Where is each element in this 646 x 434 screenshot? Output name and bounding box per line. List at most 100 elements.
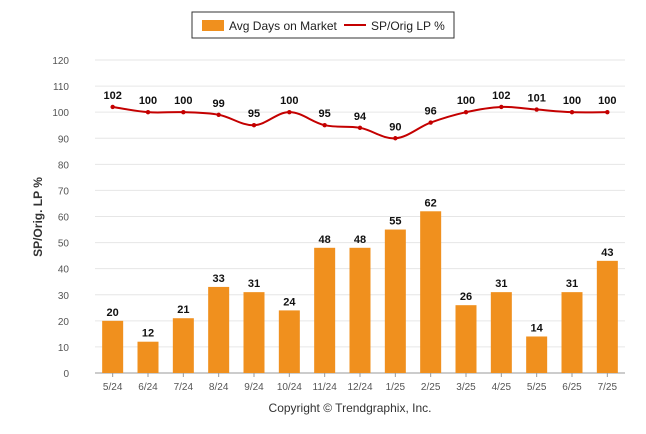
x-tick-label: 8/24 <box>209 382 229 393</box>
bar-value-label: 55 <box>389 216 401 228</box>
line-point <box>287 109 292 115</box>
x-tick-label: 10/24 <box>277 382 302 393</box>
bar-value-label: 31 <box>566 278 578 290</box>
y-tick-label: 80 <box>58 160 70 171</box>
line-point <box>357 125 363 131</box>
bar <box>172 318 194 373</box>
line-point <box>393 136 398 141</box>
bar <box>384 229 406 373</box>
copyright-text: Copyright © Trendgraphix, Inc. <box>269 401 432 415</box>
line-value-label: 95 <box>319 108 331 120</box>
x-tick-label: 11/24 <box>313 382 338 393</box>
y-axis-title: SP/Orig. LP % <box>31 177 45 257</box>
line-value-label: 94 <box>354 111 367 123</box>
bar <box>243 292 265 373</box>
bar <box>137 341 159 373</box>
bar-value-label: 12 <box>142 328 154 340</box>
bar <box>596 260 618 373</box>
line-value-label: 95 <box>248 108 260 120</box>
x-tick-label: 6/24 <box>138 382 158 393</box>
line-value-label: 100 <box>280 95 298 107</box>
x-tick-label: 1/25 <box>386 382 406 393</box>
bar-value-label: 26 <box>460 291 472 303</box>
x-tick-label: 6/25 <box>562 382 582 393</box>
bar-value-label: 33 <box>213 273 225 285</box>
line-value-label: 102 <box>103 90 121 102</box>
y-tick-label: 90 <box>58 134 70 145</box>
y-tick-label: 40 <box>58 265 70 276</box>
bar <box>561 292 583 373</box>
y-tick-label: 50 <box>58 239 70 250</box>
line-point <box>216 112 221 117</box>
legend-box <box>191 11 455 39</box>
bar-value-label: 31 <box>495 278 507 290</box>
x-tick-label: 7/25 <box>598 382 618 393</box>
line-value-label: 100 <box>563 95 581 107</box>
x-tick-label: 9/24 <box>244 382 264 393</box>
line-point <box>463 109 469 115</box>
line-point <box>605 109 610 115</box>
line-point <box>428 120 433 125</box>
bar-value-label: 48 <box>319 234 331 246</box>
y-tick-label: 10 <box>58 343 70 354</box>
bar-value-label: 43 <box>601 247 613 259</box>
line-point <box>569 109 575 115</box>
bar-value-label: 24 <box>283 296 296 308</box>
line-value-label: 96 <box>425 106 437 118</box>
bar <box>349 247 371 373</box>
y-tick-label: 0 <box>63 369 69 380</box>
legend-bar-swatch <box>202 20 224 31</box>
bar <box>526 336 548 373</box>
line-value-label: 100 <box>139 95 157 107</box>
bars <box>102 211 618 373</box>
bar <box>102 320 124 373</box>
line-point <box>322 123 327 128</box>
x-tick-label: 3/25 <box>456 382 476 393</box>
line-value-label: 102 <box>492 90 510 102</box>
line-value-label: 100 <box>457 95 475 107</box>
legend-bar-label: Avg Days on Market <box>229 19 337 33</box>
bar <box>455 305 477 373</box>
line-point <box>251 123 257 128</box>
bar <box>490 292 512 373</box>
y-tick-label: 30 <box>58 291 70 302</box>
line-point <box>499 104 504 110</box>
bar-value-label: 21 <box>177 304 189 316</box>
bar-value-label: 31 <box>248 278 260 290</box>
x-tick-label: 12/24 <box>347 382 372 393</box>
bar <box>208 286 230 373</box>
bar-value-label: 62 <box>425 197 437 209</box>
y-tick-label: 60 <box>58 213 70 224</box>
line-value-label: 99 <box>213 98 225 110</box>
legend-line-label: SP/Orig LP % <box>371 19 445 33</box>
y-axis-ticks: 0 10 20 30 40 50 60 70 80 90 100 110 120 <box>52 56 69 380</box>
bar-data-labels: 20 12 21 33 31 24 48 48 55 62 26 31 14 31 43 <box>107 197 614 339</box>
y-tick-label: 70 <box>58 186 70 197</box>
bar <box>420 211 442 373</box>
x-tick-label: 2/25 <box>421 382 441 393</box>
x-tick-label: 4/25 <box>492 382 512 393</box>
x-tick-label: 5/24 <box>103 382 123 393</box>
line-value-label: 90 <box>389 121 401 133</box>
y-tick-label: 20 <box>58 317 70 328</box>
y-tick-label: 110 <box>53 82 69 93</box>
x-axis-ticks: 5/24 6/24 7/24 8/24 9/24 10/24 11/24 12/24 1/25 2… <box>103 373 618 393</box>
line-series <box>110 104 610 141</box>
bar <box>278 310 300 373</box>
x-tick-label: 5/25 <box>527 382 547 393</box>
x-tick-label: 7/24 <box>174 382 194 393</box>
line-point <box>110 104 115 110</box>
line-value-label: 100 <box>174 95 192 107</box>
line-value-label: 100 <box>598 95 616 107</box>
bar <box>314 247 336 373</box>
line-data-labels: 102 100 100 99 95 100 95 94 90 96 100 102 101 100 100 <box>103 90 616 133</box>
y-tick-label: 100 <box>52 108 69 119</box>
line-value-label: 101 <box>527 93 545 105</box>
bar-value-label: 48 <box>354 234 366 246</box>
bar-value-label: 14 <box>531 322 544 334</box>
legend: Avg Days on Market SP/Orig LP % <box>191 11 455 39</box>
line-point <box>181 109 186 115</box>
line-point <box>145 109 151 115</box>
line-point <box>534 107 539 112</box>
